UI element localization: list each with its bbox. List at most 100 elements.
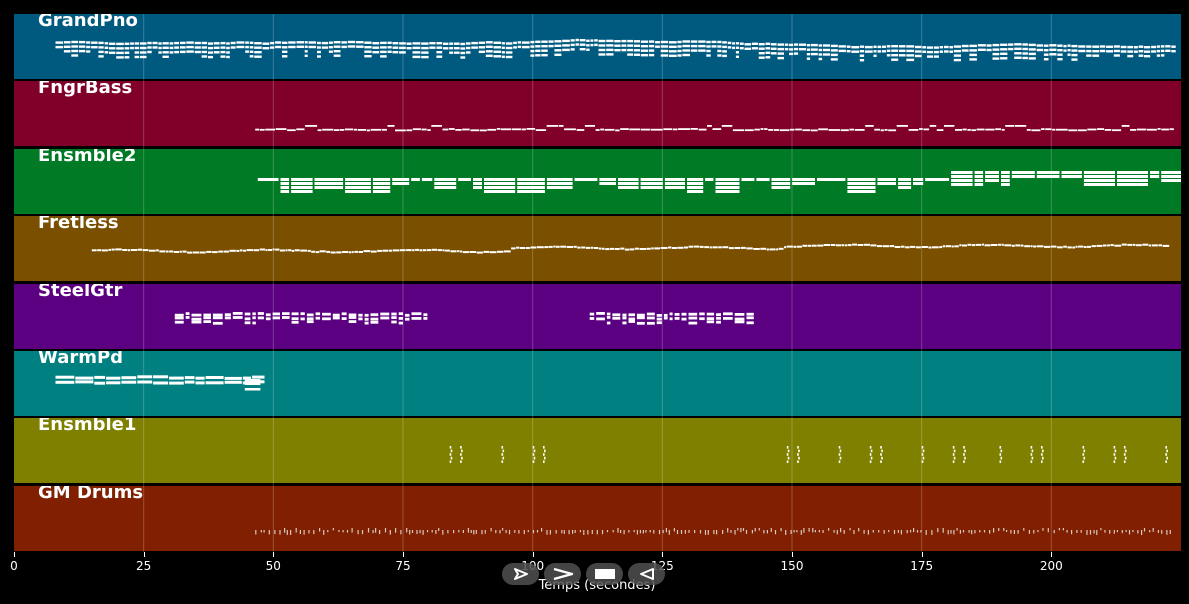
track-gm-drums[interactable]: GM Drums	[14, 485, 1181, 551]
track-fngrbass[interactable]: FngrBass	[14, 81, 1181, 147]
note	[255, 129, 260, 131]
note	[925, 529, 927, 535]
note	[449, 47, 453, 50]
note	[1001, 182, 1010, 186]
stop-button[interactable]	[586, 563, 623, 585]
note	[501, 453, 504, 457]
note	[406, 129, 413, 132]
note	[406, 527, 408, 533]
note	[220, 41, 226, 45]
note	[462, 128, 470, 131]
note	[484, 177, 516, 181]
note	[925, 177, 950, 181]
track-ensmble1[interactable]: Ensmble1	[14, 418, 1181, 484]
note	[796, 529, 798, 533]
note	[822, 48, 830, 52]
note	[224, 380, 242, 384]
track-ensmble2[interactable]: Ensmble2	[14, 148, 1181, 214]
fast-forward-button[interactable]	[544, 563, 581, 585]
note	[956, 527, 958, 531]
note	[419, 529, 421, 534]
note	[328, 46, 333, 49]
note	[677, 45, 682, 48]
note	[460, 51, 466, 55]
note	[1014, 47, 1022, 50]
note	[663, 128, 673, 131]
note	[934, 46, 939, 49]
note	[372, 46, 380, 49]
note	[598, 39, 606, 43]
note	[1058, 527, 1060, 531]
note	[575, 38, 579, 42]
note	[735, 42, 739, 45]
note	[319, 527, 321, 532]
note	[270, 41, 275, 45]
note	[1160, 54, 1165, 57]
note	[977, 44, 986, 47]
note	[836, 529, 838, 535]
note	[878, 529, 880, 533]
note	[535, 129, 547, 132]
note	[1161, 174, 1181, 178]
note	[640, 45, 648, 48]
rewind-button[interactable]	[628, 563, 665, 585]
note	[317, 129, 322, 132]
note	[964, 457, 966, 460]
note	[162, 46, 169, 49]
note	[606, 315, 611, 319]
note	[1166, 457, 1168, 460]
note	[530, 246, 537, 249]
track-warmpd[interactable]: WarmPd	[14, 351, 1181, 416]
note	[201, 41, 208, 45]
note	[443, 42, 449, 45]
note	[977, 48, 986, 51]
note	[1083, 178, 1115, 182]
note	[797, 460, 799, 464]
note	[517, 177, 545, 181]
note	[1096, 245, 1103, 248]
note	[1061, 170, 1082, 174]
note	[1133, 244, 1136, 247]
note	[633, 49, 640, 52]
track-steelgtr[interactable]: SteelGtr	[14, 283, 1181, 349]
note	[891, 49, 899, 52]
note	[712, 246, 718, 249]
note	[570, 43, 575, 47]
track-fretless[interactable]: Fretless	[14, 216, 1181, 282]
note	[1030, 453, 1033, 457]
note	[853, 529, 855, 534]
note	[609, 248, 615, 251]
note	[1086, 54, 1092, 57]
note	[640, 181, 663, 185]
note	[953, 54, 961, 57]
note	[1061, 174, 1082, 178]
note	[1165, 460, 1167, 464]
note	[513, 46, 517, 49]
note	[798, 457, 800, 460]
track-grandpno[interactable]: GrandPno	[14, 14, 1181, 79]
note	[536, 529, 539, 533]
note	[992, 43, 1000, 47]
note	[818, 48, 823, 52]
note	[169, 46, 174, 50]
note	[449, 446, 452, 449]
note	[501, 42, 505, 45]
note	[913, 181, 924, 185]
note	[484, 529, 486, 534]
note-roll	[174, 311, 754, 325]
note	[1028, 43, 1036, 47]
note	[205, 381, 224, 385]
note	[699, 312, 705, 315]
note	[461, 457, 463, 460]
note	[304, 50, 308, 53]
play-button[interactable]	[502, 563, 539, 585]
track-name: GM Drums	[38, 485, 144, 503]
note	[614, 248, 620, 251]
note	[412, 51, 421, 54]
note	[798, 449, 800, 453]
note	[576, 129, 585, 132]
note	[268, 249, 272, 252]
note	[275, 248, 280, 251]
note	[416, 529, 418, 534]
note	[1117, 174, 1148, 178]
